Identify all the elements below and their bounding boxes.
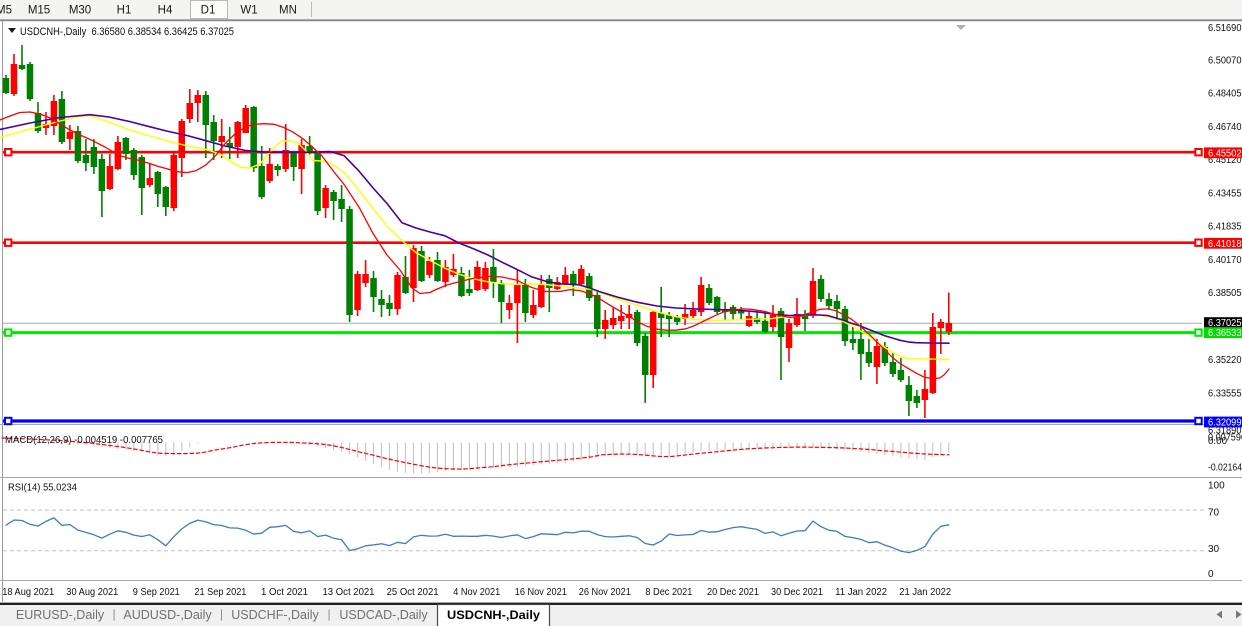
svg-text:6.35220: 6.35220 bbox=[1208, 355, 1242, 366]
svg-text:13 Oct 2021: 13 Oct 2021 bbox=[323, 586, 375, 598]
svg-text:EURUSD-,Daily: EURUSD-,Daily bbox=[16, 608, 105, 622]
svg-text:25 Oct 2021: 25 Oct 2021 bbox=[387, 586, 439, 598]
svg-text:4 Nov 2021: 4 Nov 2021 bbox=[453, 586, 500, 598]
svg-text:6.41018: 6.41018 bbox=[1208, 239, 1242, 250]
svg-text:W1: W1 bbox=[240, 5, 257, 17]
svg-text:26 Nov 2021: 26 Nov 2021 bbox=[579, 586, 631, 598]
svg-text:AUDUSD-,Daily: AUDUSD-,Daily bbox=[123, 608, 212, 622]
svg-text:USDCHF-,Daily: USDCHF-,Daily bbox=[231, 608, 319, 622]
svg-text:6.45120: 6.45120 bbox=[1208, 155, 1242, 166]
svg-text:6.37025: 6.37025 bbox=[1208, 318, 1242, 329]
svg-text:M30: M30 bbox=[69, 5, 91, 17]
svg-text:6.31890: 6.31890 bbox=[1208, 426, 1242, 437]
svg-text:9 Sep 2021: 9 Sep 2021 bbox=[133, 586, 180, 598]
svg-text:H4: H4 bbox=[158, 5, 173, 17]
svg-text:8 Dec 2021: 8 Dec 2021 bbox=[645, 586, 692, 598]
svg-text:USDCNH-,Daily: USDCNH-,Daily bbox=[447, 608, 540, 622]
svg-text:30: 30 bbox=[1208, 544, 1220, 555]
svg-text:-0.02164: -0.02164 bbox=[1208, 462, 1242, 473]
svg-text:D1: D1 bbox=[201, 5, 216, 17]
svg-text:70: 70 bbox=[1208, 508, 1220, 519]
svg-text:16 Nov 2021: 16 Nov 2021 bbox=[515, 586, 567, 598]
svg-text:20 Dec 2021: 20 Dec 2021 bbox=[707, 586, 759, 598]
svg-text:6.45502: 6.45502 bbox=[1208, 148, 1242, 159]
svg-text:30 Dec 2021: 30 Dec 2021 bbox=[771, 586, 823, 598]
svg-text:USDCAD-,Daily: USDCAD-,Daily bbox=[339, 608, 428, 622]
svg-text:0: 0 bbox=[1208, 569, 1214, 580]
svg-text:6.50070: 6.50070 bbox=[1208, 56, 1242, 67]
svg-text:M5: M5 bbox=[0, 5, 12, 17]
svg-text:|: | bbox=[327, 607, 330, 621]
svg-text:M15: M15 bbox=[28, 5, 50, 17]
svg-text:6.46740: 6.46740 bbox=[1208, 122, 1242, 133]
svg-text:6.41835: 6.41835 bbox=[1208, 222, 1242, 233]
svg-text:H1: H1 bbox=[117, 5, 132, 17]
svg-text:|: | bbox=[220, 607, 223, 621]
svg-text:MN: MN bbox=[279, 5, 297, 17]
svg-text:6.43455: 6.43455 bbox=[1208, 188, 1242, 199]
svg-text:11 Jan 2022: 11 Jan 2022 bbox=[835, 586, 887, 598]
svg-text:6.36533: 6.36533 bbox=[1208, 328, 1242, 339]
svg-text:RSI(14) 55.0234: RSI(14) 55.0234 bbox=[8, 482, 77, 494]
svg-text:21 Sep 2021: 21 Sep 2021 bbox=[194, 586, 246, 598]
svg-text:6.32099: 6.32099 bbox=[1208, 418, 1242, 429]
svg-text:6.38505: 6.38505 bbox=[1208, 288, 1242, 299]
svg-text:|: | bbox=[112, 607, 115, 621]
svg-text:USDCNH-,Daily 6.36580 6.38534: USDCNH-,Daily 6.36580 6.38534 6.36425 6.… bbox=[20, 26, 234, 38]
svg-text:0.007596: 0.007596 bbox=[1208, 433, 1242, 444]
svg-text:0.00: 0.00 bbox=[1208, 436, 1227, 447]
svg-text:6.51690: 6.51690 bbox=[1208, 23, 1242, 34]
svg-text:1 Oct 2021: 1 Oct 2021 bbox=[261, 586, 308, 598]
svg-text:18 Aug 2021: 18 Aug 2021 bbox=[2, 586, 54, 598]
svg-text:30 Aug 2021: 30 Aug 2021 bbox=[66, 586, 118, 598]
svg-text:6.48405: 6.48405 bbox=[1208, 89, 1242, 100]
svg-text:MACD(12,26,9) -0.004519 -0.007: MACD(12,26,9) -0.004519 -0.007765 bbox=[5, 434, 163, 446]
svg-text:6.33555: 6.33555 bbox=[1208, 389, 1242, 400]
svg-text:21 Jan 2022: 21 Jan 2022 bbox=[899, 586, 951, 598]
svg-text:100: 100 bbox=[1208, 480, 1225, 491]
svg-text:6.40170: 6.40170 bbox=[1208, 255, 1242, 266]
